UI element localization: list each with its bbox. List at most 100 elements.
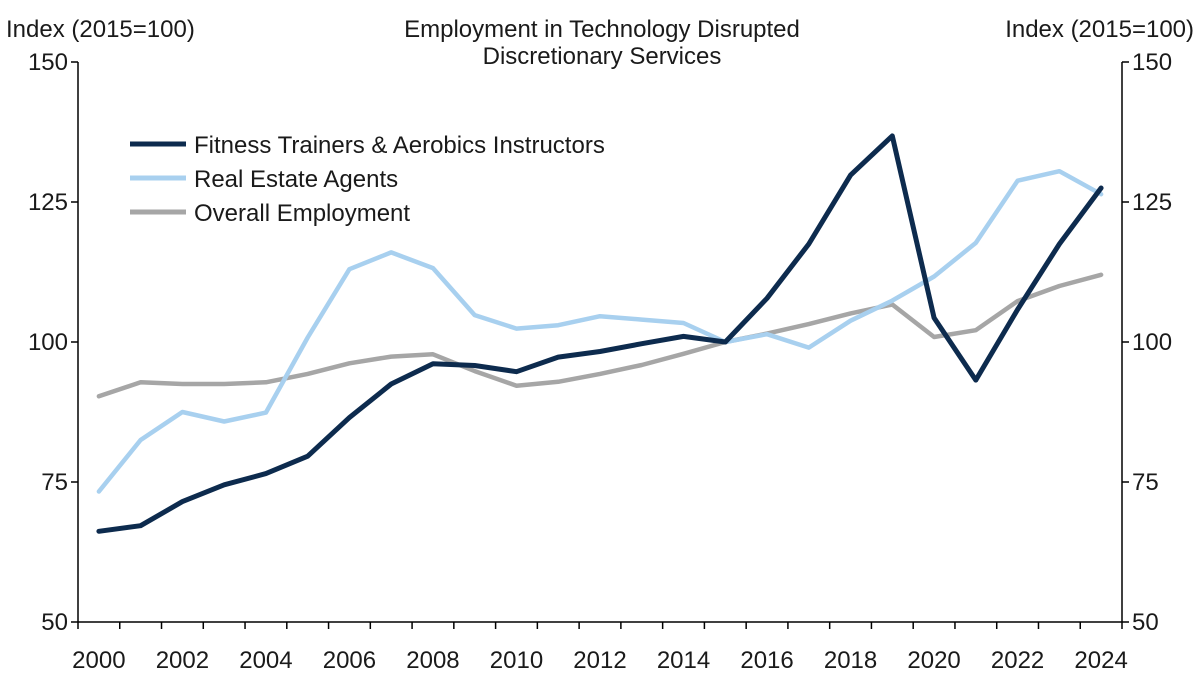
series-point xyxy=(723,340,727,344)
series-point xyxy=(222,483,226,487)
series-line-2 xyxy=(96,272,1104,399)
series-point xyxy=(598,349,602,354)
x-tick-label: 2014 xyxy=(657,647,710,674)
series-point xyxy=(306,372,310,376)
series-point xyxy=(640,342,644,346)
series-lines xyxy=(96,133,1104,534)
left-y-tick-label: 100 xyxy=(28,329,68,356)
series-point xyxy=(514,326,519,331)
series-point xyxy=(556,323,560,327)
series-point xyxy=(264,410,268,415)
series-point xyxy=(473,363,477,368)
series-point xyxy=(681,321,686,325)
legend-label: Fitness Trainers & Aerobics Instructors xyxy=(194,132,605,159)
series-point xyxy=(431,266,435,270)
x-tick-label: 2004 xyxy=(239,647,292,674)
series-point xyxy=(473,313,477,317)
series-point xyxy=(807,322,811,326)
series-point xyxy=(180,410,184,414)
series-point xyxy=(974,241,978,245)
legend: Fitness Trainers & Aerobics Instructors R… xyxy=(130,132,605,227)
series-point xyxy=(1016,307,1020,312)
series-point xyxy=(890,134,894,138)
series-point xyxy=(556,380,560,384)
right-y-tick-label: 100 xyxy=(1132,329,1172,356)
series-point xyxy=(848,319,853,323)
x-tick-label: 2016 xyxy=(740,647,793,674)
left-y-tick-label: 50 xyxy=(41,609,68,636)
series-point xyxy=(97,489,101,494)
series-point xyxy=(1099,186,1103,190)
series-point xyxy=(1016,299,1020,303)
series-point xyxy=(556,355,560,359)
series-point xyxy=(264,380,268,384)
series-point xyxy=(1057,169,1061,173)
x-tick-label: 2018 xyxy=(824,647,877,674)
series-point xyxy=(431,362,435,366)
series-point xyxy=(222,382,226,386)
x-tick-label: 2024 xyxy=(1074,647,1127,674)
x-tick-label: 2002 xyxy=(156,647,209,674)
left-axis-label: Index (2015=100) xyxy=(6,16,195,43)
x-tick-label: 2022 xyxy=(991,647,1044,674)
series-point xyxy=(222,419,226,424)
left-y-tick-label: 125 xyxy=(28,189,68,216)
series-point xyxy=(1057,284,1061,288)
series-point xyxy=(180,500,184,504)
series-point xyxy=(890,298,894,303)
legend-label: Overall Employment xyxy=(194,200,410,227)
right-y-tick-label: 75 xyxy=(1132,469,1159,496)
series-point xyxy=(848,311,853,316)
series-point xyxy=(347,416,352,420)
tick-labels: 50 50 75 75 100 100 125 125 150 150 2000 2002 2004 20… xyxy=(28,49,1172,674)
series-point xyxy=(473,369,477,373)
series-point xyxy=(389,382,393,386)
x-tick-label: 2006 xyxy=(323,647,376,674)
series-point xyxy=(139,380,143,384)
series-point xyxy=(97,394,101,398)
series-point xyxy=(974,378,978,382)
series-point xyxy=(514,384,519,388)
series-point xyxy=(598,314,602,318)
right-y-tick-label: 50 xyxy=(1132,609,1159,636)
right-axis-label: Index (2015=100) xyxy=(1005,16,1194,43)
series-point xyxy=(974,328,978,332)
series-point xyxy=(598,372,602,376)
right-y-tick-label: 150 xyxy=(1132,49,1172,76)
series-point xyxy=(765,332,769,336)
series-point xyxy=(347,361,352,365)
series-point xyxy=(306,454,310,458)
series-point xyxy=(1099,192,1103,196)
series-point xyxy=(1099,273,1103,277)
series-point xyxy=(389,354,393,359)
x-tick-label: 2012 xyxy=(573,647,626,674)
right-y-tick-label: 125 xyxy=(1132,189,1172,216)
series-point xyxy=(890,302,894,307)
series-point xyxy=(264,472,268,476)
series-point xyxy=(306,335,310,340)
x-tick-label: 2010 xyxy=(490,647,543,674)
chart-title: Employment in Technology DisruptedDiscre… xyxy=(404,16,800,70)
series-point xyxy=(640,363,644,367)
series-point xyxy=(180,382,184,386)
series-point xyxy=(139,524,143,528)
series-point xyxy=(139,438,143,442)
series-point xyxy=(765,296,769,300)
series-point xyxy=(431,352,435,356)
series-point xyxy=(807,346,811,350)
series-point xyxy=(807,242,811,246)
series-point xyxy=(848,173,853,177)
x-tick-label: 2000 xyxy=(72,647,125,674)
series-point xyxy=(1016,179,1020,183)
left-y-tick-label: 150 xyxy=(28,49,68,76)
series-point xyxy=(932,316,936,320)
series-point xyxy=(97,529,101,533)
series-point xyxy=(389,250,393,254)
series-point xyxy=(681,334,686,338)
series-point xyxy=(1057,242,1061,246)
series-point xyxy=(932,274,936,279)
left-y-tick-label: 75 xyxy=(41,469,68,496)
series-point xyxy=(932,335,936,339)
chart-title-line: Employment in Technology Disrupted xyxy=(404,16,800,43)
